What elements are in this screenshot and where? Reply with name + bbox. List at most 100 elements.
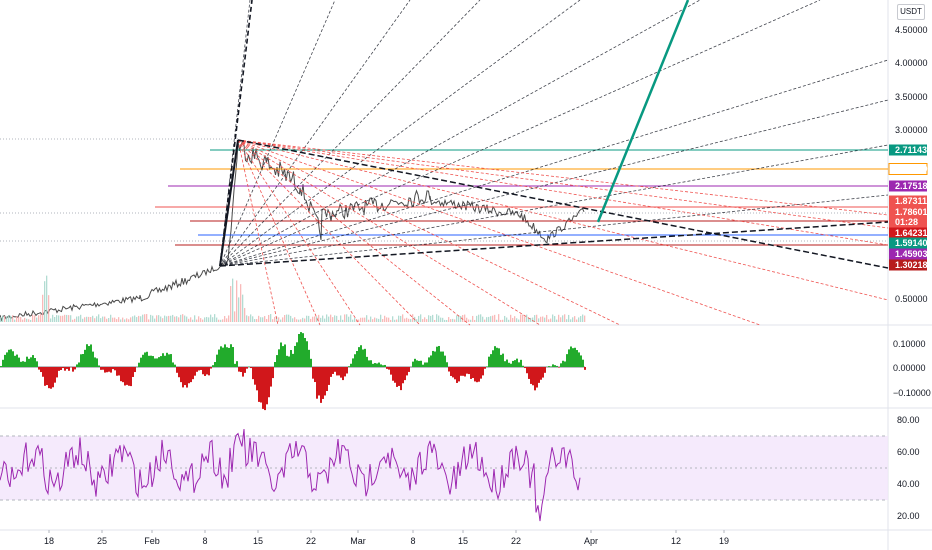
- volume-bar: [174, 316, 176, 322]
- momentum-bar: [218, 349, 220, 367]
- price-pane[interactable]: [0, 0, 889, 326]
- volume-bar: [422, 319, 424, 322]
- time-axis[interactable]: 18 25 Feb 8 15 22 Mar 8 15 22 Apr 12 19: [44, 530, 729, 546]
- volume-bar: [384, 315, 386, 322]
- momentum-bar: [202, 367, 204, 375]
- momentum-bar: [482, 367, 484, 376]
- volume-bar: [336, 315, 338, 322]
- momentum-bar: [18, 357, 20, 367]
- volume-bar: [126, 318, 128, 322]
- momentum-bar: [230, 344, 232, 367]
- momentum-bar: [414, 358, 416, 367]
- momentum-bar: [246, 367, 248, 369]
- momentum-bar: [382, 365, 384, 367]
- momentum-bar: [298, 334, 300, 367]
- volume-bar: [456, 315, 458, 322]
- volume-bar: [132, 316, 134, 322]
- volume-bar: [298, 319, 300, 322]
- volume-bar: [550, 318, 552, 322]
- fan-line: [219, 59, 889, 267]
- fan-line-red: [237, 139, 541, 326]
- fan-line: [219, 0, 821, 267]
- momentum-pane[interactable]: [0, 332, 586, 411]
- volume-bar: [242, 294, 244, 322]
- time-axis-label: 8: [202, 536, 207, 546]
- volume-bar: [410, 319, 412, 322]
- momentum-bar: [94, 357, 96, 367]
- momentum-bar: [274, 362, 276, 367]
- volume-bar: [148, 319, 150, 322]
- momentum-bar: [278, 349, 280, 367]
- volume-bar: [440, 317, 442, 322]
- momentum-bar: [584, 367, 586, 370]
- volume-bar: [238, 297, 240, 322]
- currency-label[interactable]: USDT: [897, 4, 925, 20]
- volume-bar: [554, 316, 556, 322]
- price-axis-label: 4.00000: [895, 58, 928, 68]
- momentum-bar: [450, 367, 452, 376]
- momentum-bar: [12, 351, 14, 367]
- momentum-bar: [128, 367, 130, 386]
- volume-bar: [200, 318, 202, 322]
- momentum-bar: [492, 350, 494, 367]
- time-axis-label: 18: [44, 536, 54, 546]
- momentum-bar: [460, 367, 462, 376]
- volume-bar: [402, 314, 404, 322]
- momentum-bar: [486, 366, 488, 367]
- volume-bar: [332, 317, 334, 322]
- volume-bar: [360, 317, 362, 322]
- volume-bar: [216, 317, 218, 322]
- volume-bar: [334, 315, 336, 322]
- momentum-bar: [262, 367, 264, 409]
- momentum-bar: [242, 367, 244, 377]
- momentum-bar: [564, 361, 566, 367]
- volume-bar: [272, 319, 274, 322]
- volume-bar: [458, 315, 460, 322]
- momentum-bar: [364, 348, 366, 367]
- price-axis[interactable]: 4.50000 4.00000 3.50000 3.00000 0.50000: [895, 25, 928, 304]
- rsi-axis[interactable]: 80.00 60.00 40.00 20.00: [897, 415, 920, 521]
- volume-bar: [392, 316, 394, 322]
- momentum-bar: [466, 367, 468, 374]
- momentum-bar: [72, 367, 74, 372]
- volume-bar: [122, 317, 124, 322]
- momentum-axis[interactable]: 0.10000 0.00000 −0.10000: [893, 339, 931, 398]
- volume-bar: [78, 316, 80, 322]
- momentum-bar: [520, 359, 522, 367]
- volume-bar: [380, 314, 382, 322]
- momentum-bar: [284, 344, 286, 367]
- volume-bar: [154, 318, 156, 322]
- volume-bar: [354, 317, 356, 322]
- fan-line-red: [237, 139, 471, 326]
- momentum-bar: [338, 367, 340, 376]
- rsi-pane[interactable]: [0, 428, 888, 522]
- volume-bar: [514, 316, 516, 322]
- momentum-bar: [366, 356, 368, 367]
- volume-bar: [584, 315, 586, 322]
- volume-bar: [346, 314, 348, 322]
- momentum-bar: [134, 367, 136, 373]
- momentum-bar: [116, 367, 118, 376]
- volume-bar: [244, 307, 246, 322]
- volume-bar: [18, 316, 20, 322]
- momentum-bar: [458, 367, 460, 382]
- volume-bar: [42, 294, 44, 322]
- momentum-bar: [290, 350, 292, 367]
- momentum-bar: [500, 354, 502, 367]
- momentum-bar: [146, 351, 148, 367]
- volume-bar: [326, 314, 328, 322]
- volume-bar: [166, 316, 168, 322]
- volume-bar: [262, 317, 264, 322]
- momentum-bar: [176, 367, 178, 373]
- momentum-bar: [490, 354, 492, 367]
- momentum-bar: [188, 367, 190, 384]
- price-axis-label: 4.50000: [895, 25, 928, 35]
- volume-bar: [314, 316, 316, 322]
- momentum-bar: [344, 367, 346, 377]
- volume-bar: [528, 318, 530, 322]
- volume-bar: [542, 316, 544, 322]
- momentum-bar: [320, 367, 322, 403]
- volume-bar: [188, 318, 190, 322]
- volume-bar: [250, 314, 252, 322]
